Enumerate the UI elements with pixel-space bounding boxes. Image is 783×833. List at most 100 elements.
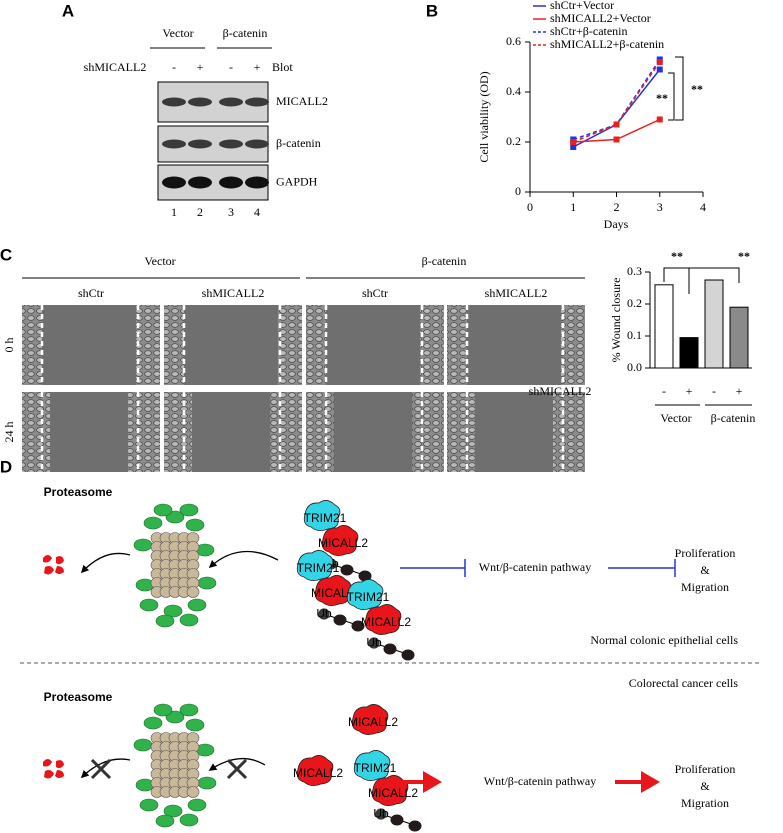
blot-label: Blot — [272, 60, 293, 74]
proteasome-cap — [163, 604, 183, 618]
proteasome-cap — [153, 503, 173, 517]
y-tick-label: 0.3 — [627, 264, 642, 278]
blot-band — [219, 139, 243, 149]
protein — [351, 704, 389, 735]
bar — [704, 279, 724, 369]
lane-sign: - — [172, 60, 176, 74]
pathway-label: Wnt/β-catenin pathway — [484, 774, 596, 788]
panel-label: B — [426, 1, 438, 20]
block-x — [226, 758, 248, 780]
ubiquitin-bead — [358, 570, 372, 582]
panel-label: C — [0, 245, 12, 264]
y-tick-label: 0.1 — [627, 328, 642, 342]
cell-region — [164, 305, 184, 385]
outcome-label: Proliferation — [675, 546, 736, 560]
bracket — [663, 267, 690, 294]
blot-band — [188, 176, 212, 189]
group-label: β-catenin — [711, 411, 756, 425]
bracket — [668, 72, 675, 121]
time-label: 24 h — [2, 422, 16, 443]
x-tick-label: + — [686, 384, 693, 398]
point — [570, 139, 577, 145]
x-tick-label: 0 — [527, 200, 533, 214]
protein — [296, 550, 334, 581]
cell-region — [553, 392, 585, 472]
band-label: MICALL2 — [276, 94, 328, 108]
lane-number: 3 — [228, 205, 234, 219]
proteasome-cap — [197, 576, 217, 590]
ubiquitin-bead — [408, 820, 422, 832]
time-label: 0 h — [2, 338, 16, 353]
row-label: shMICALL2 — [529, 384, 592, 398]
proteasome-core — [186, 586, 200, 598]
ubiquitin-label: Ub — [316, 607, 332, 621]
condition-label: shMICALL2 — [202, 286, 265, 300]
annotation: ** — [656, 91, 668, 105]
outcome-label: Proliferation — [675, 762, 736, 776]
y-tick-label: 0.2 — [506, 134, 521, 148]
proteasome-cap — [143, 716, 163, 730]
fragment — [55, 566, 64, 574]
proteasome-cap — [133, 738, 153, 752]
lane-number: 4 — [254, 205, 260, 219]
outcome-label: Migration — [681, 796, 729, 810]
protein — [353, 750, 391, 781]
protein-label: TRIM21 — [347, 590, 390, 604]
ubiquitin — [367, 636, 381, 650]
arrow — [208, 550, 279, 569]
block-x — [90, 758, 112, 780]
group-label: Vector — [660, 411, 691, 425]
proteasome-cap — [187, 798, 207, 812]
proteasome-cap — [185, 518, 205, 532]
protein — [303, 500, 341, 531]
fragment — [44, 770, 54, 779]
x-tick-label: + — [736, 384, 743, 398]
protein — [321, 525, 359, 556]
blot-band — [162, 97, 186, 107]
y-axis-label: % Wound closure — [609, 278, 623, 363]
cell-region — [270, 392, 302, 472]
x-tick-label: 2 — [614, 200, 620, 214]
protein-label: MICALL2 — [368, 786, 418, 800]
group-label: Vector — [162, 26, 193, 40]
lane-sign: - — [229, 60, 233, 74]
proteasome-cap — [139, 798, 159, 812]
proteasome-cap — [187, 598, 207, 612]
condition-label: shMICALL2 — [485, 286, 548, 300]
proteasome-cap — [179, 613, 199, 627]
cell-region — [22, 392, 50, 472]
point — [570, 144, 577, 150]
protein — [346, 579, 384, 610]
legend-label: shMICALL2+β-catenin — [550, 37, 664, 51]
arrow — [80, 758, 131, 779]
y-tick-label: 0 — [515, 184, 521, 198]
proteasome-cap — [155, 814, 175, 828]
y-axis-label: Cell viability (OD) — [477, 71, 491, 162]
proteasome-cap — [185, 718, 205, 732]
fragment — [43, 759, 52, 767]
cell-region — [128, 392, 160, 472]
y-tick-label: 0.0 — [627, 360, 642, 374]
ubiquitin-label: Ub — [373, 807, 389, 821]
ubiquitin-bead — [401, 649, 415, 661]
proteasome-cap — [179, 813, 199, 827]
blot-band — [188, 97, 212, 107]
activation-head — [423, 771, 442, 793]
x-tick-label: - — [662, 384, 666, 398]
ubiquitin — [374, 807, 388, 821]
band-label: GAPDH — [276, 174, 318, 188]
cell-region — [306, 305, 326, 385]
series-line — [572, 61, 661, 143]
cell-region — [420, 305, 444, 385]
group-label: Vector — [144, 254, 175, 268]
lane-number: 2 — [197, 205, 203, 219]
ubiquitin-label: Ub — [366, 636, 382, 650]
legend-label: shCtr+β-catenin — [550, 24, 628, 38]
bar — [729, 306, 749, 369]
cell-region — [22, 305, 42, 385]
ubiquitin-bead — [351, 620, 365, 632]
panel-label: D — [0, 457, 12, 476]
pathway-label: Wnt/β-catenin pathway — [479, 560, 591, 574]
panel-label: A — [62, 1, 74, 20]
